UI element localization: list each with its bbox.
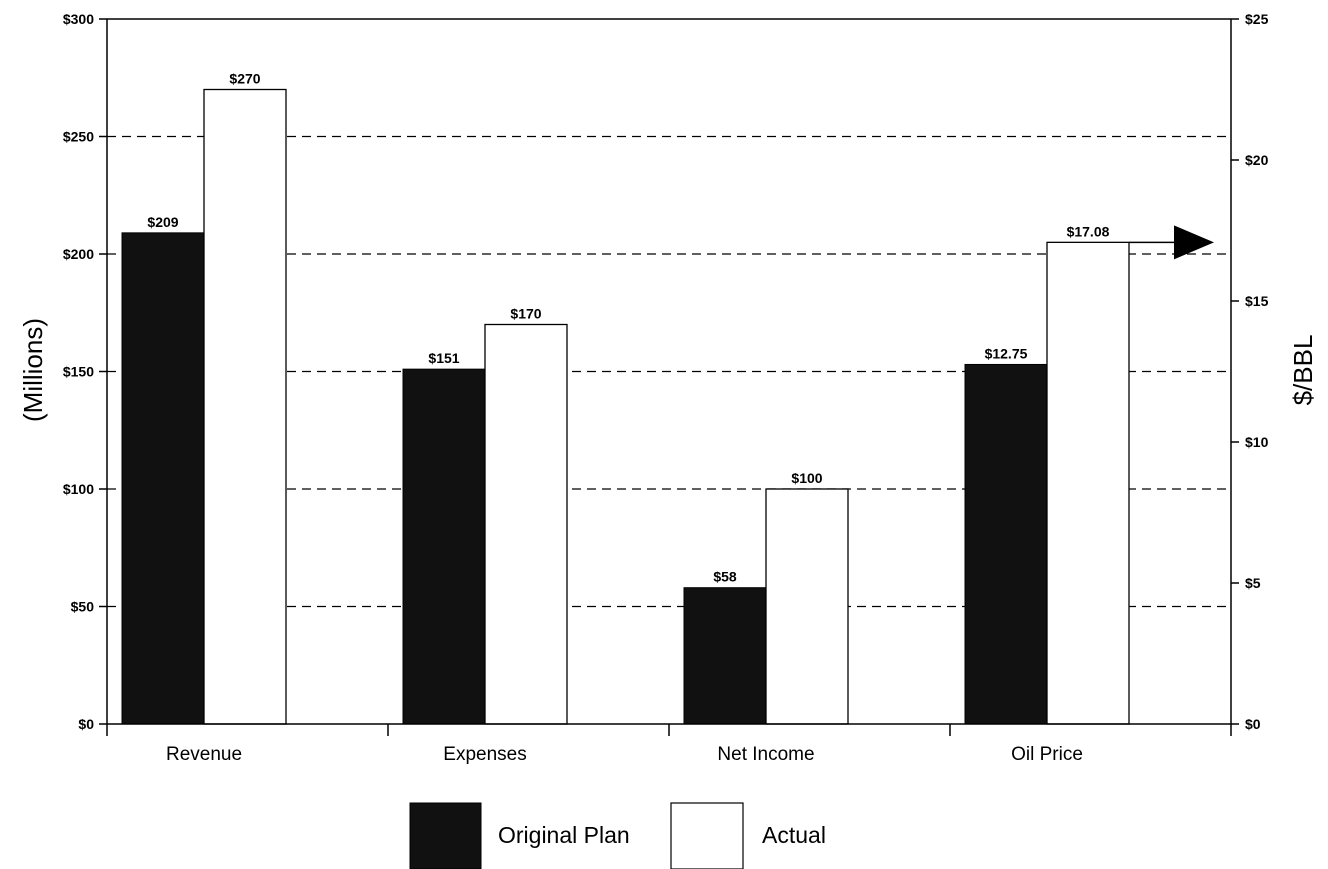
y2-tick-label: $10 (1245, 434, 1269, 450)
y-tick-label: $100 (63, 481, 94, 497)
y-tick-label: $250 (63, 129, 94, 145)
bar-original-plan-revenue (121, 232, 205, 725)
legend-label-original-plan: Original Plan (498, 822, 630, 848)
bar-original-plan-expenses (402, 368, 486, 725)
y-tick-label: $300 (63, 11, 94, 27)
y-tick-label: $200 (63, 246, 94, 262)
y2-axis-title: $/BBL (1288, 335, 1318, 406)
bar-original-plan-net-income (683, 587, 767, 725)
data-label: $100 (791, 470, 822, 486)
x-tick-label: Net Income (717, 744, 814, 765)
y2-tick-label: $15 (1245, 293, 1269, 309)
x-tick-label: Revenue (166, 744, 242, 765)
bar-actual-oil-price (1046, 241, 1130, 725)
bar-actual-net-income (765, 488, 849, 725)
bar-actual-expenses (484, 323, 568, 725)
y2-tick-label: $25 (1245, 11, 1269, 27)
bar-actual-revenue (203, 88, 287, 725)
data-label: $17.08 (1067, 223, 1110, 239)
y2-tick-label: $5 (1245, 575, 1261, 591)
x-tick-label: Expenses (443, 744, 526, 765)
bars-layer (121, 88, 1130, 725)
y-tick-label: $50 (71, 599, 95, 615)
x-tick-label: Oil Price (1011, 744, 1083, 765)
arrow-head (1174, 225, 1214, 260)
y2-tick-label: $20 (1245, 152, 1269, 168)
axes-layer (99, 18, 1239, 736)
bar-original-plan-oil-price (964, 363, 1048, 725)
data-label: $170 (510, 306, 541, 322)
legend-label-actual: Actual (762, 822, 826, 848)
y-tick-label: $0 (78, 716, 94, 732)
data-label: $58 (713, 569, 737, 585)
data-label: $270 (229, 71, 260, 87)
y-axis-title: (Millions) (18, 318, 48, 422)
data-label: $209 (147, 214, 178, 230)
y2-tick-label: $0 (1245, 716, 1261, 732)
data-label: $151 (428, 350, 459, 366)
legend-swatch-actual (670, 802, 744, 869)
labels-layer: $209 $270 $151 $170 $58 $100 $12.75 $17.08 $0 $50… (63, 11, 1269, 765)
legend: Original Plan Actual (409, 802, 826, 869)
data-label: $12.75 (985, 345, 1028, 361)
legend-swatch-original-plan (409, 802, 482, 869)
y-tick-label: $150 (63, 364, 94, 380)
